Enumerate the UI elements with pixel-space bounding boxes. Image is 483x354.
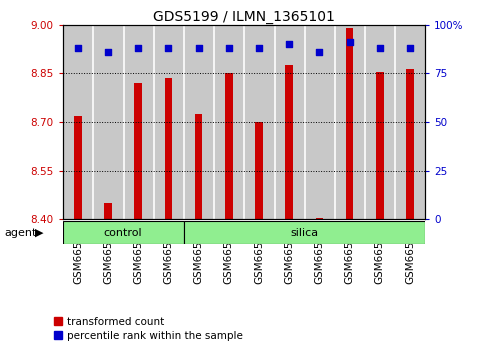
Point [74,45,82,51]
Point [315,49,323,55]
Point [225,45,233,51]
Bar [315,218,323,219]
Bar [125,25,152,219]
Point [406,45,414,51]
Text: silica: silica [290,228,318,238]
Bar [306,25,333,219]
Point [195,45,202,51]
Bar [346,28,354,219]
Point [104,49,112,55]
Point [285,41,293,47]
Bar [366,25,393,219]
Bar [245,25,272,219]
Bar [64,25,91,219]
Bar [165,78,172,219]
Point [346,40,354,45]
Bar [155,25,182,219]
FancyBboxPatch shape [184,221,425,244]
Legend: transformed count, percentile rank within the sample: transformed count, percentile rank withi… [54,317,243,341]
Bar [276,25,303,219]
Bar [255,122,263,219]
Bar [215,25,242,219]
FancyBboxPatch shape [63,221,184,244]
Bar [95,25,122,219]
Text: ▶: ▶ [35,228,43,238]
Bar [195,114,202,219]
Point [255,45,263,51]
Bar [104,203,112,219]
Bar [74,116,82,219]
Point [134,45,142,51]
Point [165,45,172,51]
Point [376,45,384,51]
Bar [225,73,233,219]
Text: agent: agent [5,228,37,238]
Bar [397,25,424,219]
Bar [376,72,384,219]
Bar [285,65,293,219]
Bar [336,25,363,219]
Bar [185,25,212,219]
Text: control: control [104,228,142,238]
Bar [406,69,414,219]
Bar [134,83,142,219]
Title: GDS5199 / ILMN_1365101: GDS5199 / ILMN_1365101 [153,10,335,24]
